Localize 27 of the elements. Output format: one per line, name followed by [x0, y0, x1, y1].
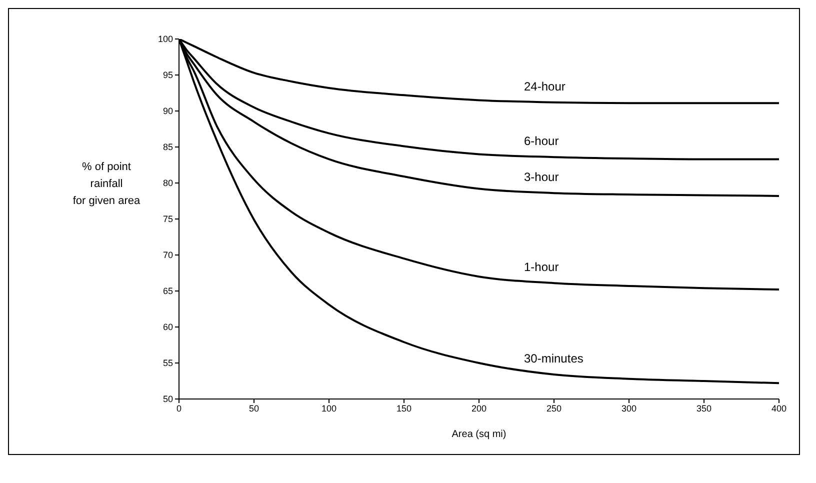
y-tick-label: 65	[162, 286, 173, 296]
y-tick-label: 90	[162, 106, 173, 116]
y-tick-label: 100	[158, 34, 173, 44]
x-tick-label: 250	[546, 403, 562, 414]
y-tick-label: 80	[162, 178, 173, 188]
x-axis-title: Area (sq mi)	[452, 429, 506, 440]
y-tick-label: 75	[162, 214, 173, 224]
x-tick-label: 350	[696, 403, 712, 414]
series-label: 30-minutes	[524, 352, 584, 366]
series-label: 24-hour	[524, 79, 566, 94]
y-tick-label: 70	[162, 250, 173, 260]
x-tick-label: 50	[248, 403, 260, 414]
x-tick-label: 0	[176, 403, 182, 414]
y-tick-label: 85	[162, 142, 173, 152]
x-tick-label: 300	[621, 403, 637, 414]
x-tick-label: 150	[396, 403, 412, 414]
series-label: 3-hour	[524, 170, 559, 184]
x-tick-label: 400	[771, 403, 787, 414]
y-tick-label: 60	[162, 322, 173, 332]
series-label: 6-hour	[524, 134, 559, 148]
y-tick-label: 50	[162, 394, 173, 404]
y-tick-label: 55	[162, 358, 173, 368]
y-axis-title: % of point rainfall for given area	[72, 160, 142, 209]
x-tick-label: 200	[471, 403, 487, 414]
x-tick-label: 100	[321, 403, 337, 414]
y-tick-label: 95	[162, 70, 173, 80]
series-label: 1-hour	[524, 260, 559, 274]
